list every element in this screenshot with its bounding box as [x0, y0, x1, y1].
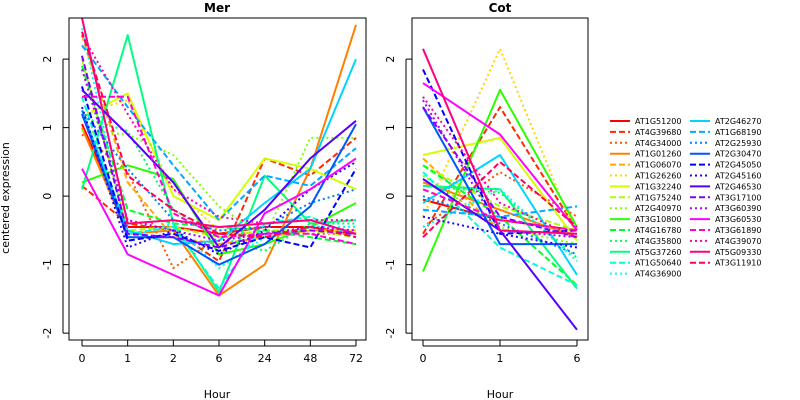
- legend-label-at1g68190: AT1G68190: [715, 128, 761, 137]
- series-line-at3g60390: [81, 69, 357, 242]
- legend-label-at1g26260: AT1G26260: [635, 172, 681, 181]
- series-line-at4g39070: [81, 34, 356, 225]
- series-line-at2g46530: [81, 89, 357, 249]
- series-line-at4g36900: [422, 188, 578, 262]
- mer-plot-frame: [68, 17, 367, 341]
- legend-label-at5g37260: AT5G37260: [635, 248, 681, 257]
- cot-x-tick-label: 6: [574, 352, 581, 365]
- cot-x-tick-label: 0: [420, 352, 427, 365]
- cot-x-tick-label: 1: [497, 352, 504, 365]
- series-line-at1g68190: [422, 205, 578, 218]
- series-line-at3g11910: [81, 31, 357, 239]
- mer-x-tick-label: 0: [79, 352, 86, 365]
- series-line-at2g46270: [422, 154, 578, 276]
- legend-label-at1g06070: AT1G06070: [635, 161, 681, 170]
- mer-y-tick-label: -2: [41, 328, 54, 339]
- mer-axes: 0 1 2 6 24 48 72 -2 -1 0 1 2: [41, 56, 363, 365]
- mer-x-tick-label: 24: [258, 352, 272, 365]
- series-line-at1g75240: [422, 164, 578, 232]
- mer-x-tick-label: 6: [216, 352, 223, 365]
- series-line-at5g09330: [422, 48, 578, 235]
- mer-x-tick-label: 1: [124, 352, 131, 365]
- legend-label-at1g75240: AT1G75240: [635, 193, 681, 202]
- series-line-at1g68190: [81, 44, 357, 222]
- panel-cot: 0 1 6 -2 -1 0 1 2 Cot Hour: [384, 1, 589, 400]
- legend-label-at3g61890: AT3G61890: [715, 226, 761, 235]
- legend-label-at4g36900: AT4G36900: [635, 270, 681, 279]
- series-line-at3g61890: [422, 188, 578, 232]
- legend-label-at4g35800: AT4G35800: [635, 237, 681, 246]
- legend-label-at2g40970: AT2G40970: [635, 204, 681, 213]
- legend-label-at4g16780: AT4G16780: [635, 226, 681, 235]
- panel-mer: 0 1 2 6 24 48 72 -2 -1 0 1 2 Mer Hour: [41, 1, 367, 400]
- legend-label-at3g17100: AT3G17100: [715, 193, 761, 202]
- series-line-at3g11910: [422, 160, 578, 238]
- series-line-at4g36900: [81, 28, 356, 270]
- legend: AT1G51200 AT4G39680 AT4G34000 AT1G01260 AT1G…: [610, 117, 761, 279]
- mer-y-tick-label: -1: [41, 259, 54, 270]
- legend-label-at2g45050: AT2G45050: [715, 161, 761, 170]
- mer-y-tick-label: 1: [41, 124, 54, 131]
- series-line-at1g26260: [422, 47, 578, 238]
- legend-label-at1g01260: AT1G01260: [635, 150, 681, 159]
- cot-y-tick-label: 0: [384, 193, 397, 200]
- series-line-at4g34000: [81, 133, 356, 270]
- mer-y-tick-label: 2: [41, 56, 54, 63]
- legend-label-at3g60390: AT3G60390: [715, 204, 761, 213]
- legend-label-at4g34000: AT4G34000: [635, 139, 681, 148]
- y-axis-label: centered expression: [0, 142, 12, 254]
- legend-label-at2g45160: AT2G45160: [715, 172, 761, 181]
- legend-label-at3g60530: AT3G60530: [715, 215, 761, 224]
- cot-y-tick-label: -2: [384, 328, 397, 339]
- series-line-at1g50640: [422, 171, 578, 287]
- series-line-at3g60530: [81, 157, 357, 297]
- series-line-at5g09330: [81, 17, 357, 235]
- legend-label-at3g11910: AT3G11910: [715, 259, 761, 268]
- legend-label-at1g51200: AT1G51200: [635, 117, 681, 126]
- legend-label-at2g46530: AT2G46530: [715, 182, 761, 191]
- legend-label-at2g25930: AT2G25930: [715, 139, 761, 148]
- cot-y-tick-label: 2: [384, 56, 397, 63]
- series-line-at2g45050: [422, 68, 578, 235]
- mer-series-lines: [81, 17, 357, 297]
- mer-x-tick-label: 48: [303, 352, 317, 365]
- cot-plot-frame: [411, 17, 589, 341]
- cot-y-tick-label: 1: [384, 124, 397, 131]
- series-line-at2g45050: [81, 86, 357, 252]
- legend-label-at5g09330: AT5G09330: [715, 248, 761, 257]
- legend-label-at2g46270: AT2G46270: [715, 117, 761, 126]
- legend-label-at4g39070: AT4G39070: [715, 237, 761, 246]
- legend-label-at2g30470: AT2G30470: [715, 150, 761, 159]
- series-line-at3g60530: [422, 82, 578, 232]
- cot-axes: 0 1 6 -2 -1 0 1 2: [384, 56, 581, 365]
- mer-x-axis-label: Hour: [204, 388, 231, 400]
- cot-series-lines: [422, 47, 578, 331]
- mer-title: Mer: [204, 1, 230, 15]
- mer-y-tick-label: 0: [41, 193, 54, 200]
- mer-x-tick-label: 2: [170, 352, 177, 365]
- series-line-at3g61890: [82, 95, 357, 246]
- legend-label-at4g39680: AT4G39680: [635, 128, 681, 137]
- series-line-at5g37260: [81, 34, 357, 293]
- series-line-at2g30470: [422, 106, 577, 246]
- series-line-at2g25930: [81, 109, 357, 232]
- mer-x-tick-label: 72: [349, 352, 363, 365]
- legend-label-at3g10800: AT3G10800: [635, 215, 681, 224]
- cot-x-axis-label: Hour: [487, 388, 514, 400]
- series-line-at2g25930: [422, 195, 578, 256]
- legend-label-at1g32240: AT1G32240: [635, 182, 681, 191]
- series-line-at4g39070: [422, 96, 578, 239]
- series-line-at2g45160: [422, 215, 578, 249]
- legend-label-at1g50640: AT1G50640: [635, 259, 681, 268]
- cot-title: Cot: [489, 1, 512, 15]
- series-line-at3g17100: [81, 55, 357, 249]
- cot-y-tick-label: -1: [384, 259, 397, 270]
